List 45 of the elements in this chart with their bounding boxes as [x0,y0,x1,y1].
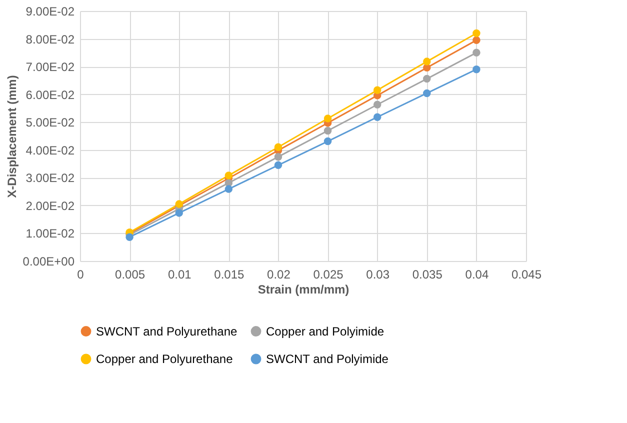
legend-label: Copper and Polyimide [266,324,384,338]
x-tick-label: 0.035 [412,268,443,282]
x-tick-label: 0.045 [511,268,542,282]
x-tick-label: 0.03 [366,268,390,282]
point [324,137,332,146]
point [423,89,431,98]
y-tick-label: 2.00E-02 [26,198,75,213]
x-tick-label: 0.005 [115,268,146,282]
point [274,152,282,161]
y-tick-label: 1.00E-02 [26,226,75,241]
point [472,48,480,57]
y-axis-title: X-Displacement (mm) [4,75,19,198]
x-tick-label: 0.04 [465,268,489,282]
x-tick-label: 0.025 [313,268,344,282]
y-tick-label: 0.00E+00 [22,254,75,268]
x-axis-title: Strain (mm/mm) [258,282,350,296]
point [324,114,332,122]
point [274,161,282,170]
point [373,113,382,121]
x-tick-label: 0 [77,268,84,282]
x-tick-label: 0.015 [214,268,245,282]
point [423,58,431,66]
legend-label: SWCNT and Polyimide [266,352,389,366]
y-tick-label: 9.00E-02 [26,4,75,18]
point [324,126,332,135]
point [373,86,382,94]
point [373,100,382,108]
point [423,74,431,83]
x-tick-label: 0.02 [267,268,291,282]
point [175,209,183,217]
legend-label: SWCNT and Polyurethane [96,324,238,338]
y-tick-label: 6.00E-02 [26,88,75,102]
point [224,172,233,180]
point [274,143,282,151]
y-tick-label: 5.00E-02 [26,116,75,130]
y-tick-label: 7.00E-02 [26,60,75,74]
y-tick-label: 8.00E-02 [26,32,75,46]
point [472,65,480,74]
y-tick-label: 3.00E-02 [26,171,75,186]
point [472,29,480,38]
point [224,185,233,193]
y-tick-label: 4.00E-02 [26,143,75,158]
legend-label: Copper and Polyurethane [96,352,234,366]
x-tick-label: 0.01 [168,268,192,282]
point [472,36,480,44]
